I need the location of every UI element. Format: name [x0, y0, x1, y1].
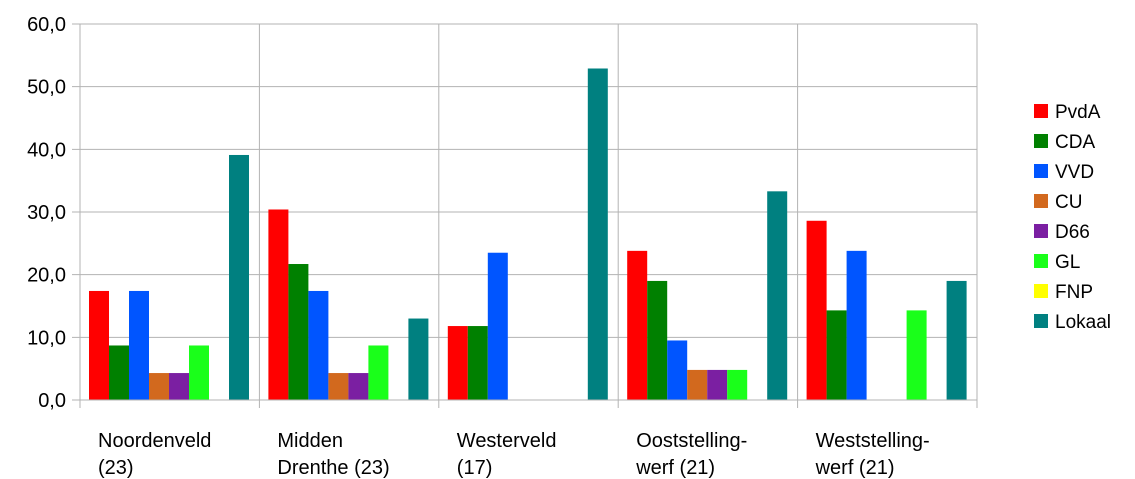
legend-swatch-cda — [1034, 134, 1048, 148]
y-tick-label: 20,0 — [27, 265, 66, 287]
legend-label-lokaal: Lokaal — [1055, 312, 1111, 333]
x-category-label: Noordenveld — [98, 430, 211, 452]
bar-gl — [906, 310, 927, 400]
bar-lokaal — [767, 191, 788, 400]
x-category-label: werf (21) — [815, 457, 895, 479]
bar-vvd — [487, 252, 508, 400]
bar-vvd — [129, 290, 149, 400]
legend-swatch-pvda — [1034, 104, 1048, 118]
x-category-label: (17) — [457, 457, 493, 479]
x-category-label: werf (21) — [635, 457, 715, 479]
bar-cda — [826, 310, 847, 400]
bar-gl — [368, 345, 389, 400]
bar-d66 — [169, 373, 189, 400]
legend-label-fnp: FNP — [1055, 282, 1093, 303]
x-axis-labels: Noordenveld (23) Midden Drenthe (23) Westerv… — [98, 430, 930, 479]
bar-pvda — [447, 326, 468, 400]
legend-label-cu: CU — [1055, 192, 1082, 213]
y-tick-label: 50,0 — [27, 77, 66, 99]
bar-gl — [727, 369, 748, 400]
y-axis-ticks: 0,0 10,0 20,0 30,0 40,0 50,0 60,0 — [27, 14, 66, 412]
bar-cda — [109, 345, 129, 400]
y-tick-label: 10,0 — [27, 327, 66, 349]
x-category-label: Westerveld — [457, 430, 557, 452]
x-category-label: Ooststelling- — [636, 430, 747, 452]
y-tick-label: 40,0 — [27, 139, 66, 161]
legend-label-gl: GL — [1055, 252, 1080, 273]
bar-d66 — [707, 369, 728, 400]
bar-lokaal — [229, 154, 249, 400]
legend-swatch-fnp — [1034, 284, 1048, 298]
bar-pvda — [806, 220, 827, 400]
bar-vvd — [308, 290, 329, 400]
x-category-label: Drenthe (23) — [277, 457, 389, 479]
legend-label-vvd: VVD — [1055, 162, 1094, 183]
bar-vvd — [846, 250, 867, 400]
bar-cda — [467, 326, 488, 400]
legend-swatch-lokaal — [1034, 314, 1048, 328]
legend-label-cda: CDA — [1055, 132, 1095, 153]
bar-cda — [647, 280, 668, 400]
legend-label-pvda: PvdA — [1055, 102, 1101, 123]
legend-swatch-gl — [1034, 254, 1048, 268]
bar-pvda — [268, 209, 289, 400]
bar-d66 — [348, 373, 369, 400]
bar-vvd — [667, 340, 688, 400]
legend: PvdA CDA VVD CU D66 GL FNP Lokaal — [1034, 102, 1111, 333]
x-category-label: Midden — [277, 430, 343, 452]
x-category-label: (23) — [98, 457, 134, 479]
legend-swatch-vvd — [1034, 164, 1048, 178]
bar-lokaal — [587, 68, 608, 400]
legend-swatch-cu — [1034, 194, 1048, 208]
y-tick-label: 60,0 — [27, 14, 66, 36]
y-tick-label: 0,0 — [38, 390, 66, 412]
y-tick-label: 30,0 — [27, 202, 66, 224]
bar-lokaal — [408, 318, 429, 400]
bar-gl — [189, 345, 209, 400]
bar-pvda — [89, 290, 109, 400]
bar-pvda — [627, 250, 648, 400]
legend-label-d66: D66 — [1055, 222, 1090, 243]
legend-swatch-d66 — [1034, 224, 1048, 238]
x-category-label: Weststelling- — [816, 430, 930, 452]
bar-cda — [288, 264, 309, 400]
bar-cu — [149, 373, 169, 400]
grid-lines — [72, 23, 978, 408]
bar-lokaal — [946, 280, 967, 400]
bars — [89, 68, 967, 400]
bar-cu — [328, 373, 349, 400]
bar-cu — [687, 369, 708, 400]
